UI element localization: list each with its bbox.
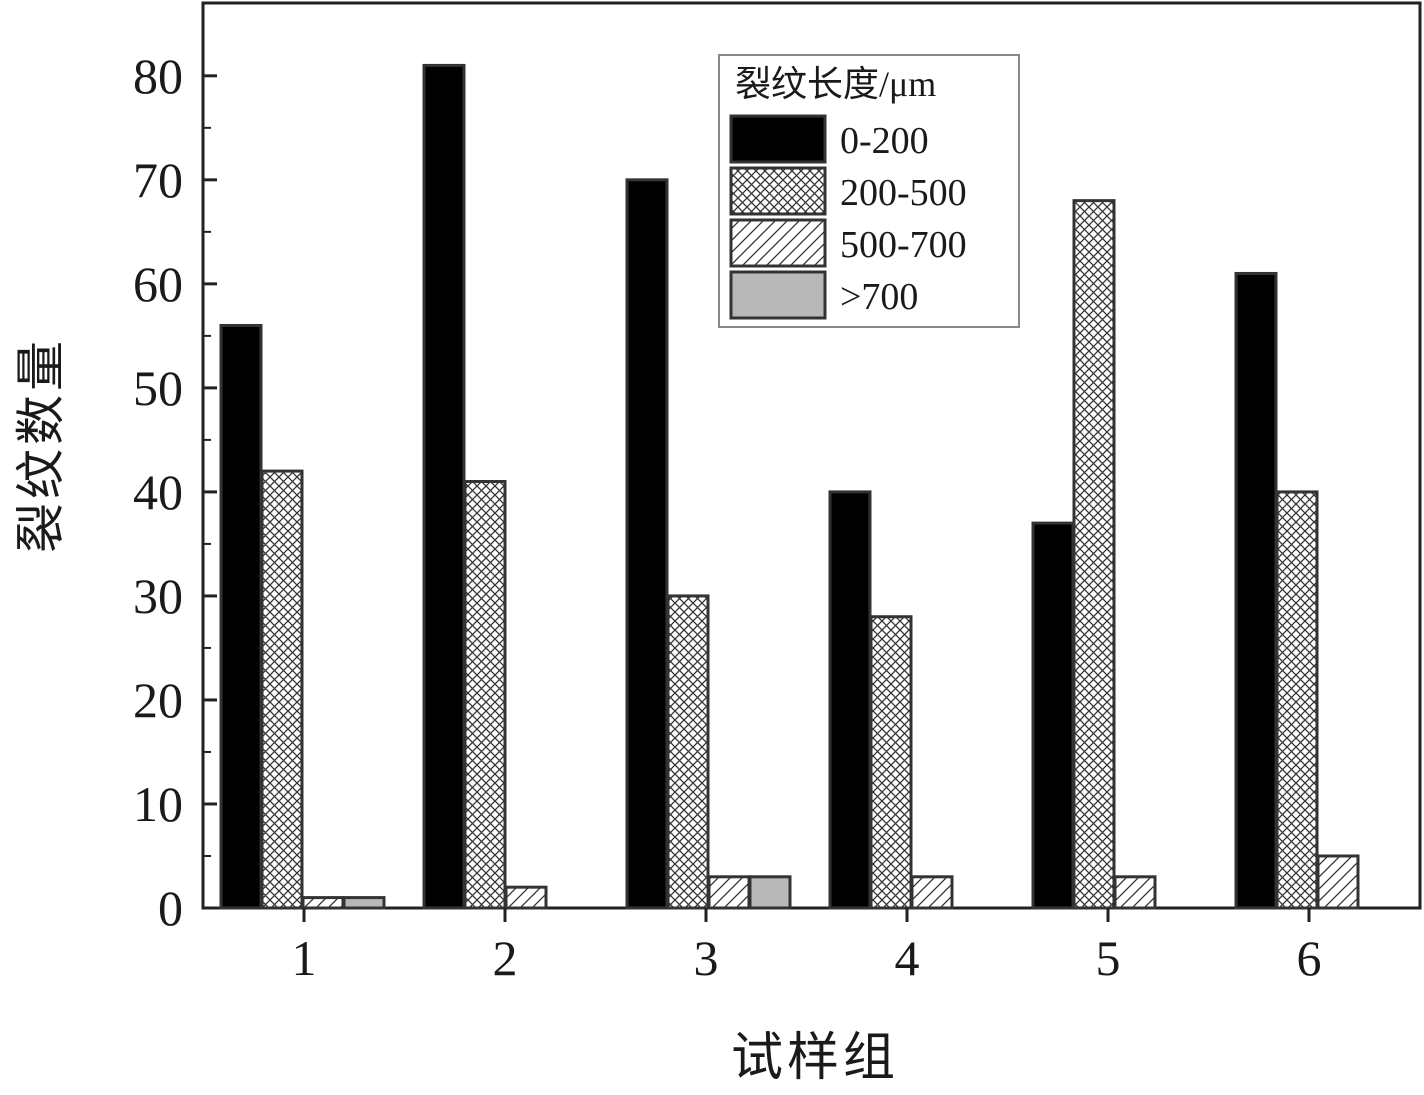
legend-label-200-500: 200-500	[840, 172, 967, 214]
legend-label->700: >700	[840, 276, 918, 318]
y-tick-label: 40	[133, 464, 183, 520]
x-tick-label: 2	[493, 930, 518, 986]
bar-500-700-group-5	[1113, 875, 1157, 910]
x-tick-label: 6	[1297, 930, 1322, 986]
legend-swatch->700	[729, 270, 827, 320]
legend: 裂纹长度/μm 0-200 200-500 500-700 >700	[718, 54, 1020, 328]
bar-0-200-group-5	[1031, 521, 1075, 910]
bar-500-700-group-4	[910, 875, 954, 910]
bar-200-500-group-5	[1072, 199, 1116, 910]
y-tick-label: 80	[133, 48, 183, 104]
y-tick-label: 60	[133, 256, 183, 312]
y-tick-label: 50	[133, 360, 183, 416]
bar-200-500-group-3	[666, 594, 710, 910]
x-tick-label: 5	[1096, 930, 1121, 986]
plot-border	[201, 1, 1422, 910]
y-axis-title: 裂纹数量	[13, 337, 69, 553]
x-axis-title: 试样组	[731, 1030, 899, 1087]
bar->700-group-3	[748, 875, 792, 910]
legend-swatch-500-700	[729, 218, 827, 268]
y-tick-label: 70	[133, 152, 183, 208]
x-tick-label: 1	[292, 930, 317, 986]
y-tick-label: 10	[133, 776, 183, 832]
bar-200-500-group-2	[463, 480, 507, 910]
bar-0-200-group-4	[828, 490, 872, 910]
y-tick-label: 0	[158, 880, 183, 936]
bar-500-700-group-3	[707, 875, 751, 910]
x-axis: 1 2 3 4 5 6	[292, 908, 1322, 986]
x-tick-label: 4	[895, 930, 920, 986]
bar-200-500-group-4	[869, 615, 913, 910]
legend-title: 裂纹长度/μm	[735, 64, 936, 104]
bar-0-200-group-3	[625, 178, 669, 910]
bar-0-200-group-6	[1234, 271, 1278, 910]
legend-label-0-200: 0-200	[840, 120, 929, 162]
bars-group	[219, 63, 1360, 910]
bar-0-200-group-1	[219, 323, 263, 910]
plot-frame	[201, 1, 1422, 910]
legend-swatch-200-500	[729, 166, 827, 216]
y-tick-label: 20	[133, 672, 183, 728]
bar-500-700-group-2	[504, 885, 548, 910]
bar-0-200-group-2	[422, 63, 466, 910]
bar-200-500-group-1	[260, 469, 304, 910]
bar-500-700-group-6	[1316, 854, 1360, 910]
bar->700-group-1	[342, 896, 386, 910]
legend-label-500-700: 500-700	[840, 224, 967, 266]
y-axis: 0 10 20 30 40 50 60 70 80	[133, 48, 217, 936]
bar-500-700-group-1	[301, 896, 345, 910]
bar-200-500-group-6	[1275, 490, 1319, 910]
x-tick-label: 3	[694, 930, 719, 986]
legend-swatch-0-200	[729, 114, 827, 164]
y-tick-label: 30	[133, 568, 183, 624]
